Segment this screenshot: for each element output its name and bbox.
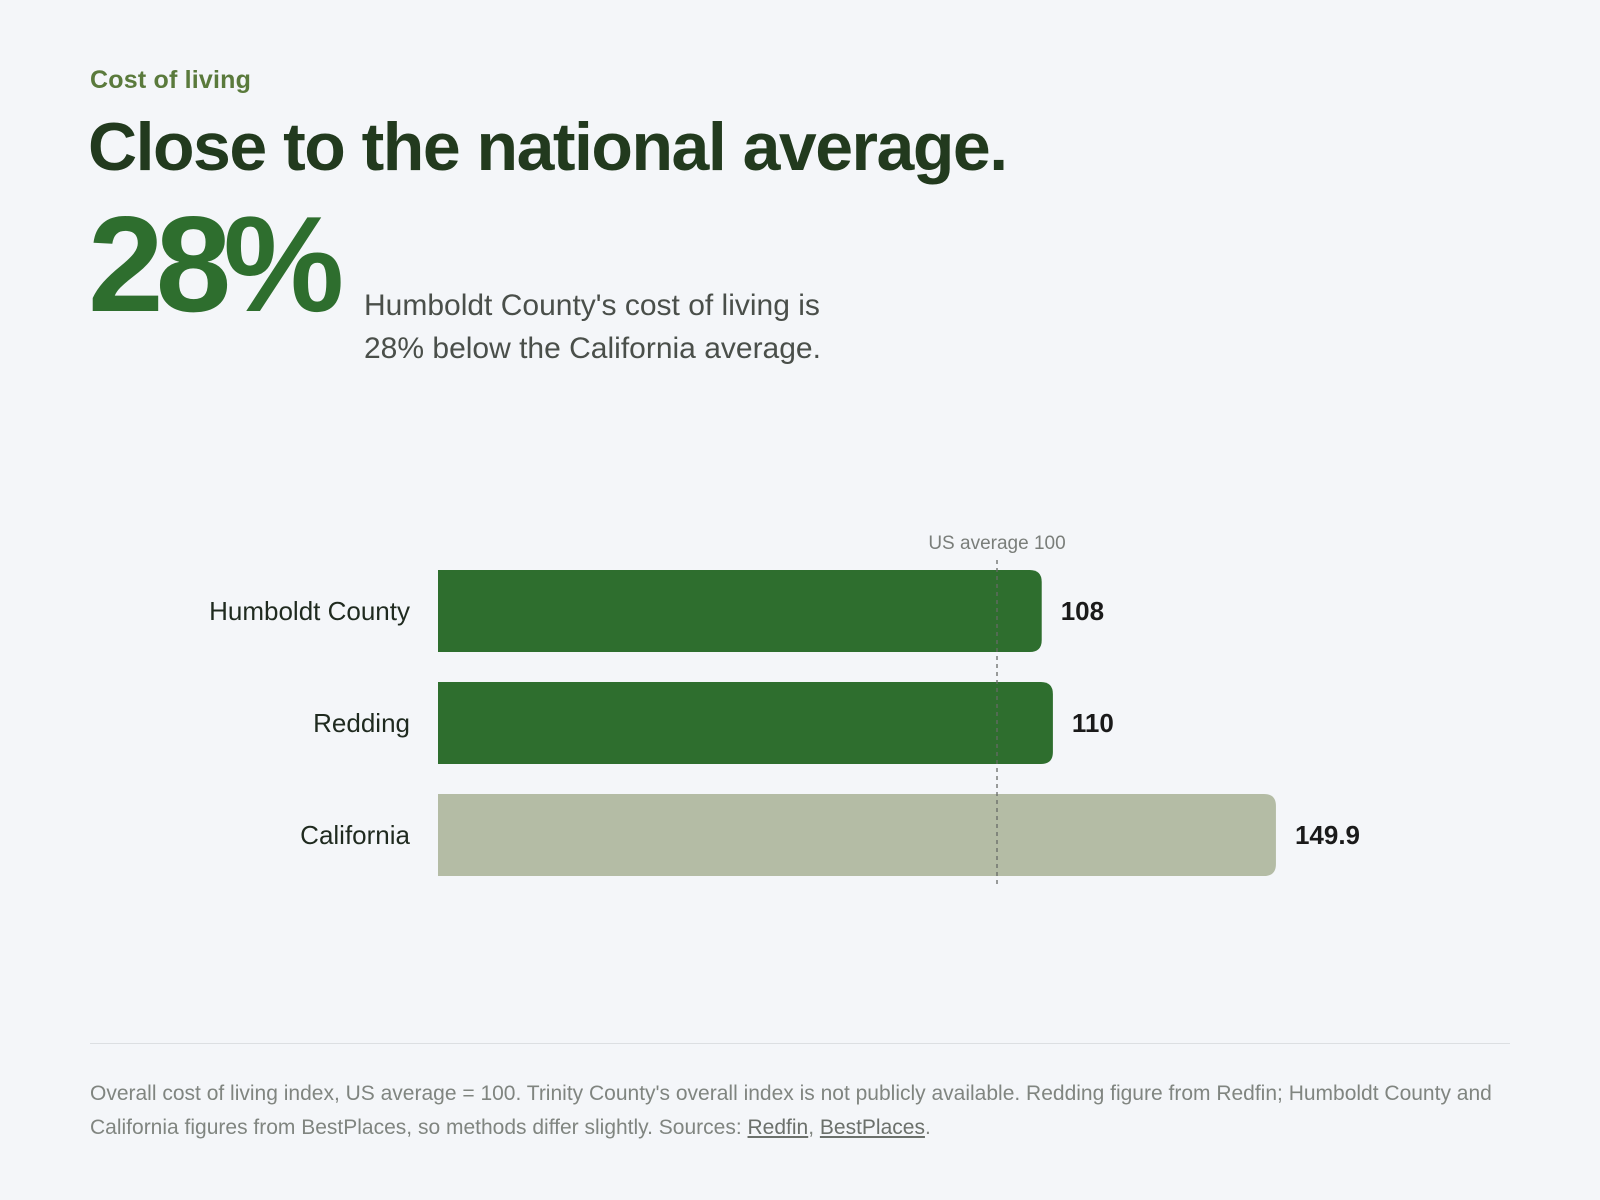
section-eyebrow: Cost of living <box>90 66 252 94</box>
footer-divider <box>90 1043 1510 1044</box>
us-average-reference-label: US average 100 <box>928 533 1065 554</box>
page-title: Close to the national average. <box>88 109 1008 185</box>
bar-california <box>438 794 1276 876</box>
footnote-text: Overall cost of living index, US average… <box>90 1082 1492 1139</box>
category-label-redding: Redding <box>313 708 410 738</box>
bar-redding <box>438 682 1053 764</box>
cost-of-living-bar-chart: Humboldt County 108 Redding 110 California 14… <box>209 533 1360 888</box>
value-label-humboldt-county: 108 <box>1061 596 1104 626</box>
value-label-redding: 110 <box>1072 708 1114 738</box>
headline-stat: 28% <box>88 188 344 340</box>
bar-humboldt-county <box>438 570 1042 652</box>
value-label-california: 149.9 <box>1295 820 1360 850</box>
category-label-california: California <box>300 820 410 850</box>
footnote: Overall cost of living index, US average… <box>90 1082 1492 1139</box>
source-link-bestplaces[interactable]: BestPlaces <box>819 1116 925 1139</box>
bars-layer: Humboldt County 108 Redding 110 California 14… <box>209 570 1360 876</box>
stat-description: Humboldt County's cost of living is 28% … <box>364 289 821 365</box>
footnote-end: . <box>924 1116 931 1139</box>
reference-layer: US average 100 <box>928 533 1066 888</box>
source-link-redfin[interactable]: Redfin <box>747 1116 809 1139</box>
category-label-humboldt-county: Humboldt County <box>209 596 410 626</box>
